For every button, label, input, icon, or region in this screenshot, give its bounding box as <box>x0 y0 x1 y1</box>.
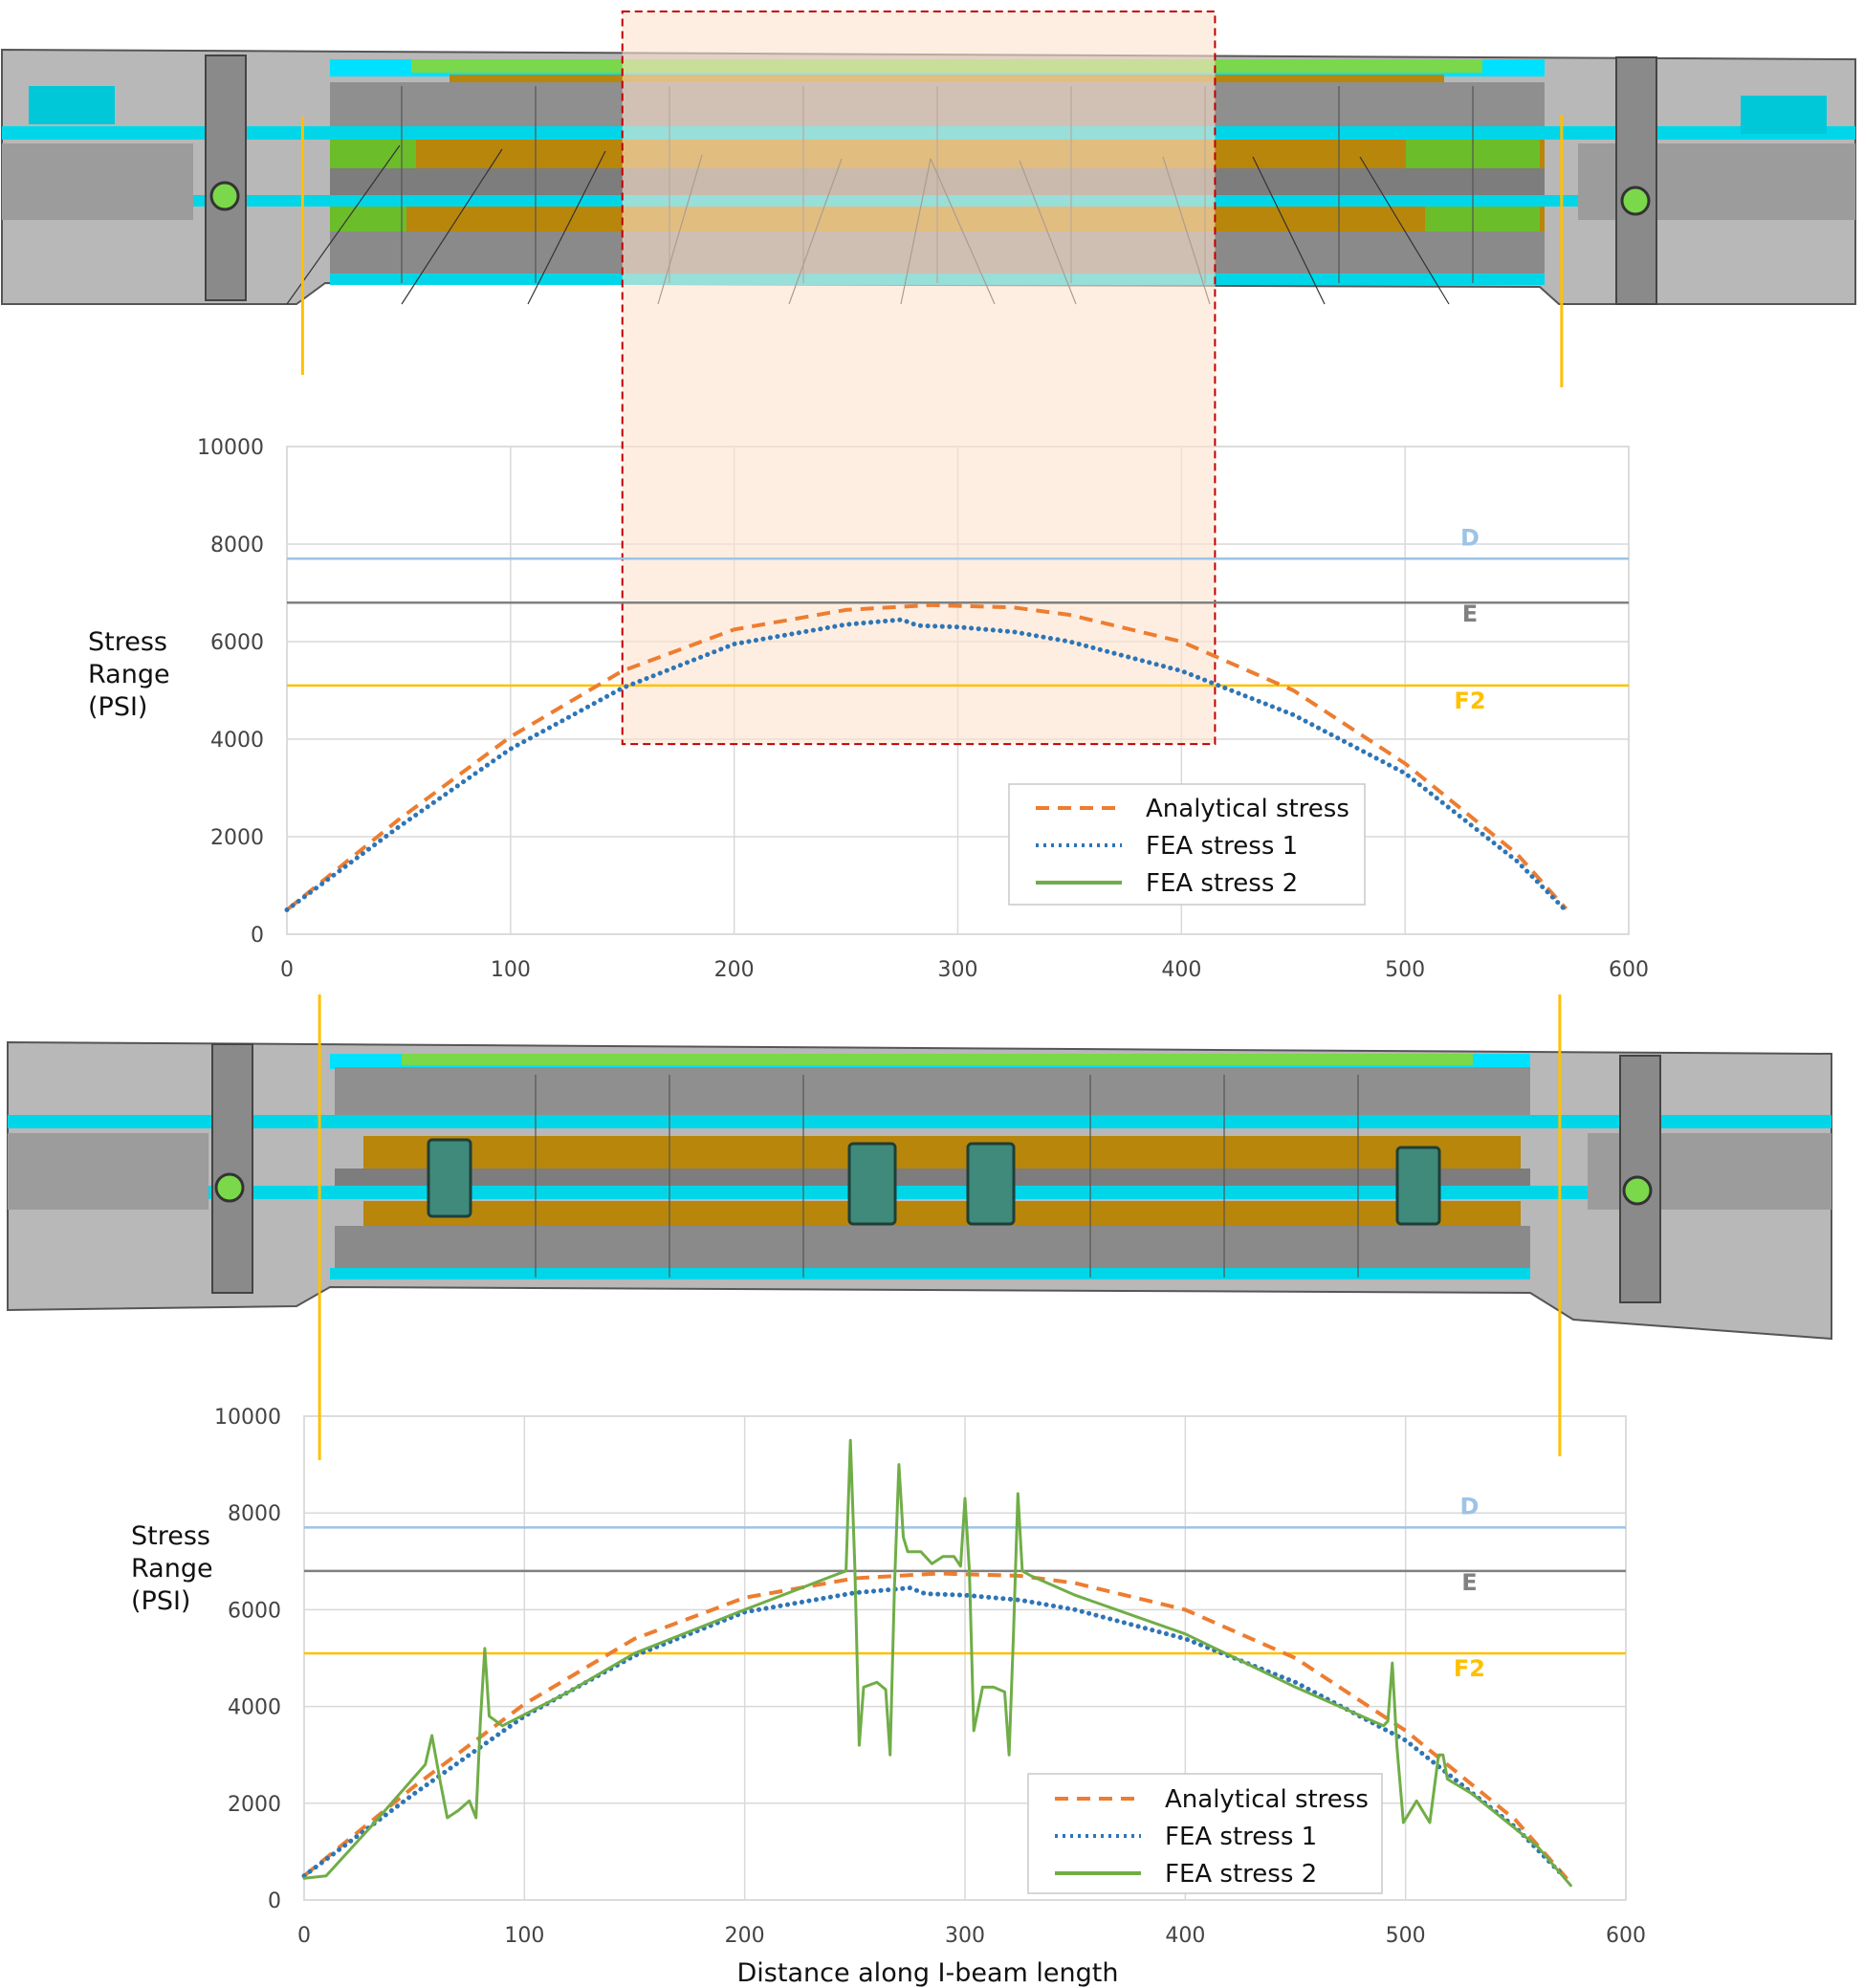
y-tick-label: 2000 <box>228 1793 281 1817</box>
y-tick-label: 10000 <box>214 1406 281 1430</box>
reference-lines: D E F2 <box>304 1493 1626 1682</box>
legend-label-fea2: FEA stress 2 <box>1146 869 1298 898</box>
x-tick-label: 300 <box>945 1924 985 1948</box>
legend: Analytical stress FEA stress 1 FEA stres… <box>1027 1773 1383 1894</box>
highlight-region <box>621 11 1217 746</box>
legend-label-analytical: Analytical stress <box>1165 1785 1369 1814</box>
x-tick-label: 200 <box>725 1924 765 1948</box>
legend-label-fea1: FEA stress 1 <box>1165 1823 1317 1851</box>
ref-label-d: D <box>1460 1493 1480 1519</box>
ref-label-f2: F2 <box>1454 688 1485 714</box>
series-line-0 <box>285 602 1568 912</box>
x-tick-label: 0 <box>280 958 294 982</box>
y-tick-label: 2000 <box>210 826 264 850</box>
x-tick-label: 400 <box>1161 958 1201 982</box>
x-tick-label: 100 <box>491 958 531 982</box>
legend: Analytical stress FEA stress 1 FEA stres… <box>1008 783 1366 906</box>
x-tick-label: 100 <box>504 1924 544 1948</box>
y-tick-label: 8000 <box>228 1502 281 1526</box>
ref-label-e: E <box>1461 1569 1477 1596</box>
stress-chart-bottom: D E F2 0 2000 4000 6000 8000 10000 0 100 200 300 40… <box>131 1406 1646 1988</box>
x-tick-labels: 0 100 200 300 400 500 600 <box>297 1924 1646 1948</box>
y-tick-labels: 0 2000 4000 6000 8000 10000 <box>214 1406 281 1913</box>
ref-label-e: E <box>1462 601 1478 627</box>
reference-lines: D E F2 <box>287 524 1629 714</box>
x-axis-title: Distance along I-beam length <box>737 1958 1119 1988</box>
ref-label-f2: F2 <box>1454 1655 1485 1682</box>
y-tick-label: 6000 <box>228 1599 281 1623</box>
series-line-1 <box>284 617 1568 913</box>
ref-label-d: D <box>1460 524 1480 551</box>
y-axis-title: Stress Range (PSI) <box>88 627 178 722</box>
legend-label-fea2: FEA stress 2 <box>1165 1860 1317 1889</box>
y-tick-label: 0 <box>268 1890 281 1913</box>
y-tick-label: 4000 <box>210 729 264 753</box>
x-tick-label: 200 <box>714 958 755 982</box>
y-tick-label: 4000 <box>228 1696 281 1720</box>
series-line-2 <box>302 1438 1572 1888</box>
x-tick-label: 300 <box>938 958 978 982</box>
x-tick-labels: 0 100 200 300 400 500 600 <box>280 958 1649 982</box>
x-tick-label: 500 <box>1385 958 1425 982</box>
y-tick-labels: 0 2000 4000 6000 8000 10000 <box>197 436 264 948</box>
fea-alignment-markers <box>300 115 1564 1460</box>
y-tick-label: 0 <box>251 924 264 948</box>
y-tick-label: 10000 <box>197 436 264 460</box>
series-lines <box>284 602 1568 913</box>
y-tick-label: 6000 <box>210 631 264 655</box>
x-tick-label: 0 <box>297 1924 311 1948</box>
x-tick-label: 600 <box>1609 958 1649 982</box>
stress-chart-top: D E F2 0 2000 4000 6000 8000 10000 0 100 200 300 40… <box>88 11 1649 982</box>
legend-label-fea1: FEA stress 1 <box>1146 832 1298 861</box>
y-tick-label: 8000 <box>210 534 264 557</box>
legend-label-analytical: Analytical stress <box>1146 795 1349 823</box>
x-tick-label: 500 <box>1386 1924 1426 1948</box>
series-lines <box>301 1438 1572 1888</box>
x-tick-label: 600 <box>1606 1924 1646 1948</box>
y-axis-title: Stress Range (PSI) <box>131 1521 221 1616</box>
x-tick-label: 400 <box>1165 1924 1205 1948</box>
fea-contour-model-bottom <box>7 1040 1832 1341</box>
